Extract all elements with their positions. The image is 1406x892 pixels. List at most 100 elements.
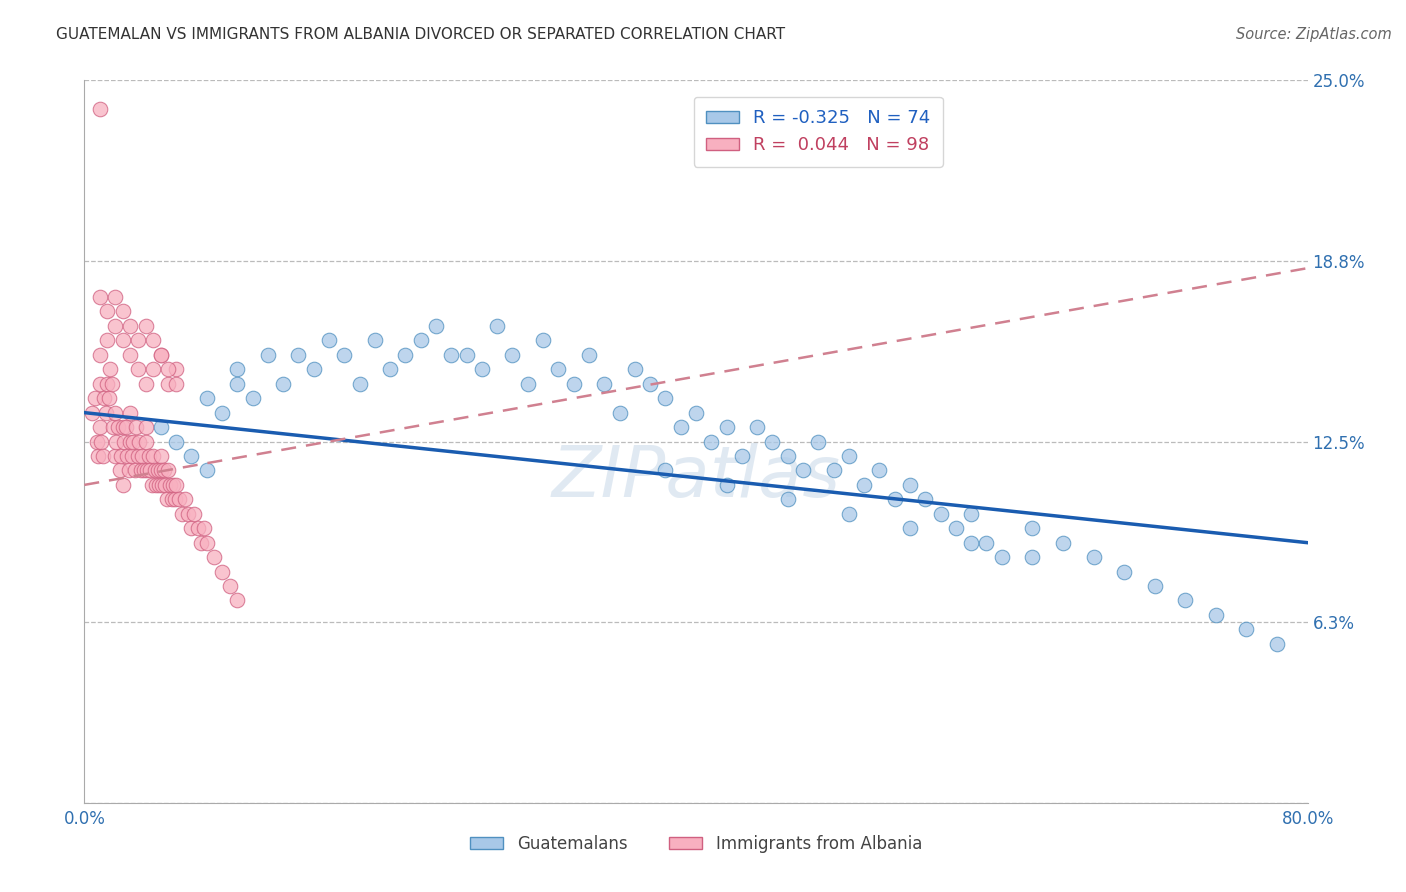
Point [115,449,138,463]
Point [96,376,118,391]
Point [287,348,309,362]
Point [869,463,891,477]
Point [138,449,160,463]
Point [929,507,952,521]
Point [127,334,149,348]
Point [163,492,186,507]
Point [333,348,356,362]
Point [114,420,136,434]
Point [960,535,983,549]
Point [883,492,905,507]
Point [111,478,134,492]
Point [128,434,150,449]
Point [149,463,172,477]
Point [183,507,205,521]
Point [226,362,249,376]
Point [1021,550,1043,565]
Point [93,391,115,405]
Text: Source: ZipAtlas.com: Source: ZipAtlas.com [1236,27,1392,42]
Point [195,535,218,549]
Point [180,521,202,535]
Point [98,362,121,376]
Point [776,449,799,463]
Point [104,290,127,304]
Point [135,318,157,333]
Point [146,463,169,477]
Point [547,362,569,376]
Point [120,406,142,420]
Point [1236,623,1258,637]
Point [139,463,162,477]
Point [471,362,494,376]
Point [89,420,111,434]
Text: ZIPatlas: ZIPatlas [551,443,841,512]
Point [578,348,600,362]
Point [80,406,103,420]
Point [162,478,184,492]
Point [609,406,631,420]
Point [180,449,202,463]
Point [101,376,124,391]
Point [669,420,692,434]
Point [654,463,676,477]
Point [157,376,180,391]
Point [456,348,478,362]
Point [149,449,172,463]
Point [104,449,127,463]
Point [94,406,117,420]
Point [716,420,738,434]
Point [747,420,769,434]
Point [838,507,860,521]
Point [155,478,177,492]
Point [1083,550,1105,565]
Point [96,334,118,348]
Point [1143,579,1166,593]
Point [104,406,127,420]
Point [838,449,860,463]
Point [593,376,616,391]
Point [157,463,180,477]
Point [87,449,110,463]
Point [1265,637,1288,651]
Point [654,391,676,405]
Point [148,478,170,492]
Point [991,550,1014,565]
Point [425,318,447,333]
Point [142,449,165,463]
Point [111,334,134,348]
Point [898,521,921,535]
Point [135,376,157,391]
Legend: Guatemalans, Immigrants from Albania: Guatemalans, Immigrants from Albania [464,828,928,860]
Point [149,348,172,362]
Point [823,463,845,477]
Point [638,376,661,391]
Point [792,463,814,477]
Point [1021,521,1043,535]
Point [96,304,118,318]
Point [700,434,723,449]
Point [124,463,146,477]
Point [486,318,509,333]
Point [129,463,152,477]
Point [202,550,225,565]
Point [914,492,936,507]
Point [143,463,166,477]
Point [807,434,830,449]
Point [135,434,157,449]
Point [226,376,249,391]
Point [271,376,294,391]
Point [853,478,876,492]
Point [364,334,387,348]
Point [165,362,187,376]
Point [150,478,173,492]
Point [409,334,432,348]
Point [149,420,172,434]
Point [165,478,187,492]
Point [1052,535,1074,549]
Point [108,463,131,477]
Point [242,391,264,405]
Point [121,449,143,463]
Point [1205,607,1227,622]
Point [157,362,180,376]
Point [160,492,183,507]
